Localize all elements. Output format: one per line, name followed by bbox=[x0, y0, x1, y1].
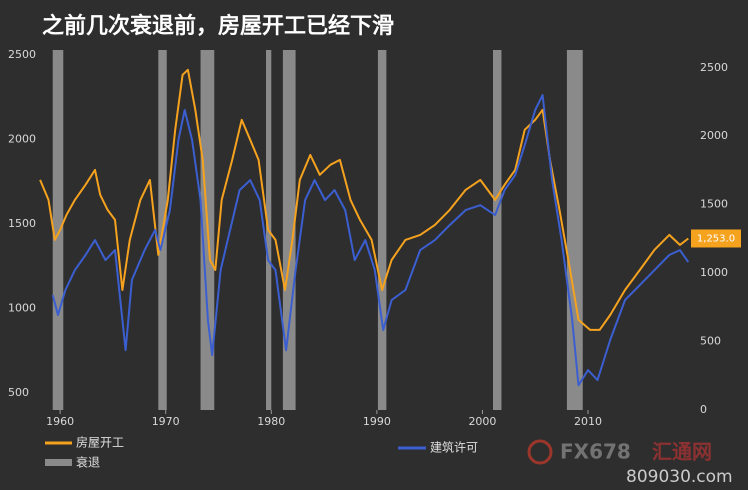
y2-tick-label: 2500 bbox=[700, 61, 728, 74]
x-tick-label: 1980 bbox=[257, 415, 285, 428]
y-tick-label: 500 bbox=[8, 386, 29, 399]
legend-swatch bbox=[45, 459, 72, 466]
y-tick-label: 1500 bbox=[8, 217, 36, 230]
y2-tick-label: 1500 bbox=[700, 198, 728, 211]
legend-label: 房屋开工 bbox=[76, 435, 124, 450]
watermark: FX678 汇通网 809030.com bbox=[527, 439, 733, 487]
x-tick-label: 2000 bbox=[468, 415, 496, 428]
y2-tick-label: 1000 bbox=[700, 266, 728, 279]
recession-band bbox=[377, 50, 387, 410]
series-line bbox=[51, 94, 690, 387]
recession-band bbox=[52, 50, 64, 410]
chart-title: 之前几次衰退前，房屋开工已经下滑 bbox=[42, 13, 394, 39]
watermark-url: 809030.com bbox=[626, 467, 733, 487]
end-label-box bbox=[691, 229, 741, 248]
recession-band bbox=[493, 50, 502, 410]
x-tick-label: 2010 bbox=[574, 415, 602, 428]
x-tick-label: 1970 bbox=[152, 415, 180, 428]
watermark-logo bbox=[527, 439, 553, 465]
recession-band bbox=[282, 50, 296, 410]
legend-label: 建筑许可 bbox=[430, 440, 478, 455]
y-tick-label: 2500 bbox=[8, 48, 36, 61]
legend-label: 衰退 bbox=[76, 455, 100, 470]
x-tick-label: 1960 bbox=[46, 415, 74, 428]
y2-tick-label: 500 bbox=[700, 335, 721, 348]
x-tick-label: 1990 bbox=[363, 415, 391, 428]
watermark-site: 汇通网 bbox=[652, 440, 712, 464]
y2-tick-label: 2000 bbox=[700, 129, 728, 142]
end-label: 1,253.0 bbox=[697, 233, 735, 244]
y-tick-label: 2000 bbox=[8, 133, 36, 146]
y2-tick-label: 0 bbox=[700, 403, 707, 416]
y-tick-label: 1000 bbox=[8, 302, 36, 315]
series-line bbox=[39, 68, 689, 331]
watermark-brand: FX678 bbox=[560, 440, 631, 464]
